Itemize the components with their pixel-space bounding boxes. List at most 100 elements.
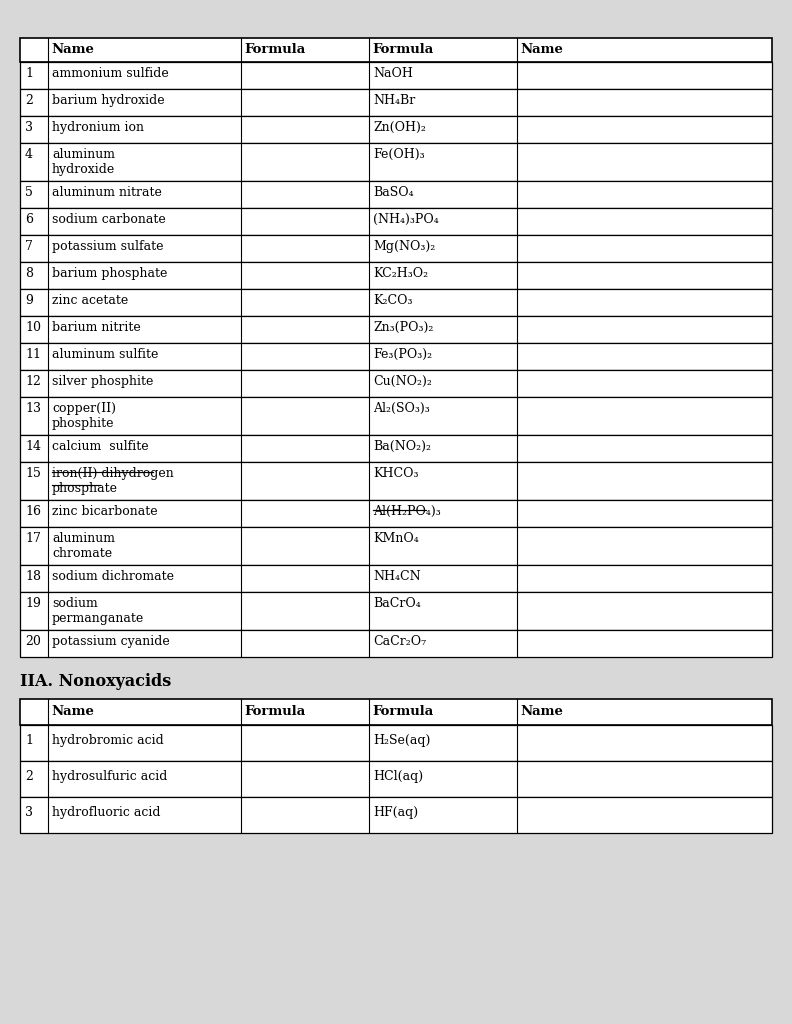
Text: barium phosphate: barium phosphate: [52, 267, 167, 280]
Text: Zn₃(PO₃)₂: Zn₃(PO₃)₂: [373, 321, 433, 334]
Text: NaOH: NaOH: [373, 67, 413, 80]
Text: copper(II)
phosphite: copper(II) phosphite: [52, 402, 116, 430]
Text: potassium sulfate: potassium sulfate: [52, 240, 163, 253]
Text: aluminum
hydroxide: aluminum hydroxide: [52, 148, 116, 176]
Text: 17: 17: [25, 532, 41, 545]
Text: Formula: Formula: [372, 705, 433, 718]
Text: Name: Name: [51, 705, 94, 718]
Bar: [20, 289, 772, 316]
Bar: [20, 397, 772, 435]
Text: ammonium sulfide: ammonium sulfide: [52, 67, 169, 80]
Text: KMnO₄: KMnO₄: [373, 532, 419, 545]
Text: aluminum sulfite: aluminum sulfite: [52, 348, 158, 361]
Bar: [20, 592, 772, 630]
Text: Formula: Formula: [244, 43, 305, 56]
Text: H₂Se(aq): H₂Se(aq): [373, 734, 430, 746]
Text: hydronium ion: hydronium ion: [52, 121, 144, 134]
Text: HCl(aq): HCl(aq): [373, 770, 423, 783]
Bar: [20, 462, 772, 500]
Text: zinc bicarbonate: zinc bicarbonate: [52, 505, 158, 518]
Bar: [20, 143, 772, 181]
Text: 8: 8: [25, 267, 33, 280]
Text: CaCr₂O₇: CaCr₂O₇: [373, 635, 426, 648]
Text: 6: 6: [25, 213, 33, 226]
Text: 15: 15: [25, 467, 41, 480]
Bar: [20, 181, 772, 208]
Text: silver phosphite: silver phosphite: [52, 375, 154, 388]
Text: 18: 18: [25, 570, 41, 583]
Text: 4: 4: [25, 148, 33, 161]
Text: 1: 1: [25, 734, 33, 746]
Text: NH₄Br: NH₄Br: [373, 94, 415, 106]
Text: 2: 2: [25, 770, 33, 783]
Bar: [20, 116, 772, 143]
Text: (NH₄)₃PO₄: (NH₄)₃PO₄: [373, 213, 439, 226]
Text: barium nitrite: barium nitrite: [52, 321, 141, 334]
Bar: [20, 527, 772, 565]
Text: IIA. Nonoxyacids: IIA. Nonoxyacids: [20, 673, 171, 690]
Bar: [20, 725, 772, 761]
Text: 20: 20: [25, 635, 41, 648]
Text: 13: 13: [25, 402, 41, 415]
Text: hydrobromic acid: hydrobromic acid: [52, 734, 164, 746]
Bar: [20, 62, 772, 89]
Bar: [20, 89, 772, 116]
Bar: [20, 565, 772, 592]
Text: 3: 3: [25, 121, 33, 134]
Text: Fe(OH)₃: Fe(OH)₃: [373, 148, 425, 161]
Text: KHCO₃: KHCO₃: [373, 467, 418, 480]
Text: aluminum nitrate: aluminum nitrate: [52, 186, 162, 199]
Text: 11: 11: [25, 348, 41, 361]
Text: hydrofluoric acid: hydrofluoric acid: [52, 806, 161, 819]
Text: calcium  sulfite: calcium sulfite: [52, 440, 149, 453]
Text: Name: Name: [51, 43, 94, 56]
Bar: [20, 234, 772, 262]
Bar: [20, 316, 772, 343]
Text: 2: 2: [25, 94, 33, 106]
Text: Fe₃(PO₃)₂: Fe₃(PO₃)₂: [373, 348, 432, 361]
Bar: [20, 208, 772, 234]
Text: NH₄CN: NH₄CN: [373, 570, 421, 583]
Text: K₂CO₃: K₂CO₃: [373, 294, 413, 307]
Text: Name: Name: [520, 705, 563, 718]
Text: BaSO₄: BaSO₄: [373, 186, 413, 199]
Bar: [20, 797, 772, 833]
Text: Formula: Formula: [372, 43, 433, 56]
Text: Al(H₂PO₄)₃: Al(H₂PO₄)₃: [373, 505, 441, 518]
Text: potassium cyanide: potassium cyanide: [52, 635, 169, 648]
Bar: [20, 500, 772, 527]
Text: zinc acetate: zinc acetate: [52, 294, 128, 307]
Text: 7: 7: [25, 240, 33, 253]
Text: barium hydroxide: barium hydroxide: [52, 94, 165, 106]
Text: 16: 16: [25, 505, 41, 518]
Bar: [20, 343, 772, 370]
Text: KC₂H₃O₂: KC₂H₃O₂: [373, 267, 428, 280]
Text: 19: 19: [25, 597, 41, 610]
Text: 12: 12: [25, 375, 41, 388]
Text: hydrosulfuric acid: hydrosulfuric acid: [52, 770, 167, 783]
Text: 1: 1: [25, 67, 33, 80]
Text: Ba(NO₂)₂: Ba(NO₂)₂: [373, 440, 431, 453]
Text: 10: 10: [25, 321, 41, 334]
Text: BaCrO₄: BaCrO₄: [373, 597, 421, 610]
Bar: [20, 699, 772, 725]
Text: 5: 5: [25, 186, 33, 199]
Text: Formula: Formula: [244, 705, 305, 718]
Bar: [20, 435, 772, 462]
Bar: [20, 262, 772, 289]
Text: HF(aq): HF(aq): [373, 806, 418, 819]
Bar: [20, 630, 772, 657]
Text: Mg(NO₃)₂: Mg(NO₃)₂: [373, 240, 436, 253]
Text: aluminum
chromate: aluminum chromate: [52, 532, 115, 560]
Text: Al₂(SO₃)₃: Al₂(SO₃)₃: [373, 402, 430, 415]
Text: sodium
permanganate: sodium permanganate: [52, 597, 144, 625]
Text: 3: 3: [25, 806, 33, 819]
Text: Name: Name: [520, 43, 563, 56]
Text: sodium dichromate: sodium dichromate: [52, 570, 174, 583]
Text: Zn(OH)₂: Zn(OH)₂: [373, 121, 426, 134]
Text: 9: 9: [25, 294, 33, 307]
Bar: [20, 761, 772, 797]
Bar: [20, 38, 772, 62]
Text: 14: 14: [25, 440, 41, 453]
Text: Cu(NO₂)₂: Cu(NO₂)₂: [373, 375, 432, 388]
